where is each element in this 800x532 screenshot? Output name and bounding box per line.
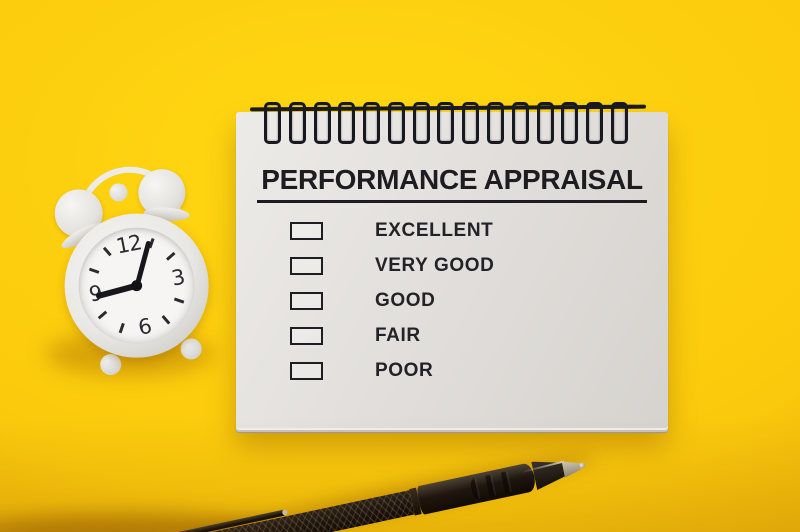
rating-option-row: VERY GOOD: [290, 254, 495, 276]
rating-label: FAIR: [375, 324, 421, 346]
pen-grip: [415, 461, 538, 515]
rating-option-row: GOOD: [290, 289, 494, 311]
clock-numeral-12: 12: [114, 230, 144, 259]
clock-numeral-3: 3: [169, 264, 187, 291]
spiral-loop: [586, 102, 604, 144]
clock-tick: [165, 251, 176, 261]
clock-tick: [174, 297, 185, 304]
spiral-loop: [313, 102, 331, 144]
rating-label: POOR: [375, 359, 434, 381]
rating-option-row: FAIR: [290, 324, 494, 346]
rating-label: GOOD: [375, 289, 436, 311]
page-title: PERFORMANCE APPRAISAL: [257, 164, 647, 203]
spiral-loop: [412, 102, 430, 144]
spiral-loop: [610, 102, 628, 144]
rating-label: VERY GOOD: [375, 254, 495, 276]
clock-tick: [102, 247, 112, 257]
spiral-loop: [338, 102, 356, 144]
checkbox: [290, 291, 323, 310]
spiral-loop: [511, 102, 529, 144]
spiral-loop: [387, 102, 405, 144]
rating-option-row: EXCELLENT: [290, 219, 494, 241]
checkbox: [290, 326, 323, 345]
clock-tick: [161, 315, 171, 325]
spiral-loop: [487, 102, 505, 144]
rating-option-row: POOR: [290, 359, 494, 381]
rating-label: EXCELLENT: [375, 219, 494, 241]
spiral-loop: [462, 102, 480, 144]
clock-center-cap: [130, 279, 144, 293]
clock-numeral-6: 6: [136, 313, 154, 340]
clock-tick: [119, 323, 125, 334]
spiral-loop: [264, 102, 281, 144]
checkbox: [290, 221, 323, 240]
spiral-loop: [536, 102, 554, 144]
spiral-loop: [288, 102, 306, 144]
spiral-loop: [437, 102, 455, 144]
checkbox: [290, 256, 323, 275]
spiral-loop: [363, 102, 381, 144]
clock-tick: [88, 268, 100, 274]
alarm-clock: 12 3 6 9: [22, 146, 245, 388]
pen-metal-tip: [560, 452, 583, 484]
spiral-binding: [264, 102, 628, 144]
spiral-notepad: PERFORMANCE APPRAISAL EXCELLENT VERY GOO…: [236, 102, 668, 428]
checkbox: [290, 361, 323, 380]
spiral-loop: [561, 102, 579, 144]
clock-tick: [98, 310, 108, 320]
rating-checklist: EXCELLENT VERY GOOD GOOD FAIR POOR: [290, 219, 495, 396]
